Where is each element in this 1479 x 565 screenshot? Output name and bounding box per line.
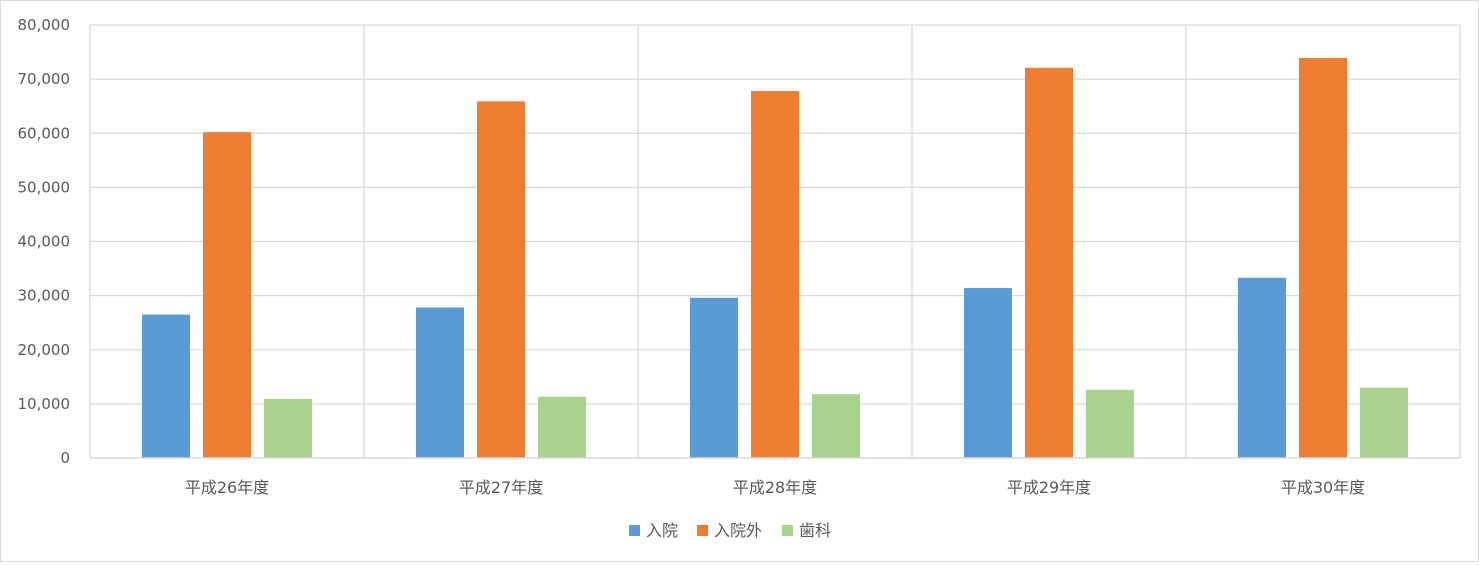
bar-2-2 [477,101,525,458]
bar-2-3 [751,91,799,458]
legend: 入院 入院外 歯科 [629,521,831,540]
bar-2-5 [1299,58,1347,459]
bar-1-2 [416,307,464,458]
legend-swatch [782,525,793,536]
legend-swatch [697,525,708,536]
y-tick-label: 20,000 [18,341,71,359]
x-category-label: 平成28年度 [733,478,817,497]
y-tick-label: 80,000 [18,16,71,34]
x-category-label: 平成26年度 [185,478,269,497]
y-tick-label: 10,000 [18,395,71,413]
bar-3-1 [264,399,312,458]
bar-1-3 [690,297,738,458]
bar-3-5 [1360,387,1408,458]
bars [142,58,1408,459]
legend-label: 入院 [646,521,678,540]
x-category-label: 平成29年度 [1007,478,1091,497]
y-tick-label: 0 [60,449,70,467]
y-axis-tick-labels: 0 10,000 20,000 30,000 40,000 50,000 60,000 70,… [18,16,71,467]
bar-3-3 [812,394,860,458]
y-tick-label: 40,000 [18,233,71,251]
y-tick-label: 60,000 [18,124,71,142]
bar-3-2 [538,396,586,458]
legend-swatch [629,525,640,536]
bar-1-5 [1238,277,1286,458]
y-tick-label: 70,000 [18,70,71,88]
legend-label: 入院外 [714,521,762,540]
bar-3-4 [1086,389,1134,458]
bar-1-1 [142,314,190,458]
bar-1-4 [964,288,1012,458]
bar-2-1 [203,132,251,459]
x-category-label: 平成27年度 [459,478,543,497]
bar-2-4 [1025,67,1073,458]
y-tick-label: 30,000 [18,287,71,305]
legend-label: 歯科 [799,521,831,540]
x-axis-category-labels: 平成26年度 平成27年度 平成28年度 平成29年度 平成30年度 [185,478,1365,497]
y-tick-label: 50,000 [18,178,71,196]
x-category-label: 平成30年度 [1281,478,1365,497]
